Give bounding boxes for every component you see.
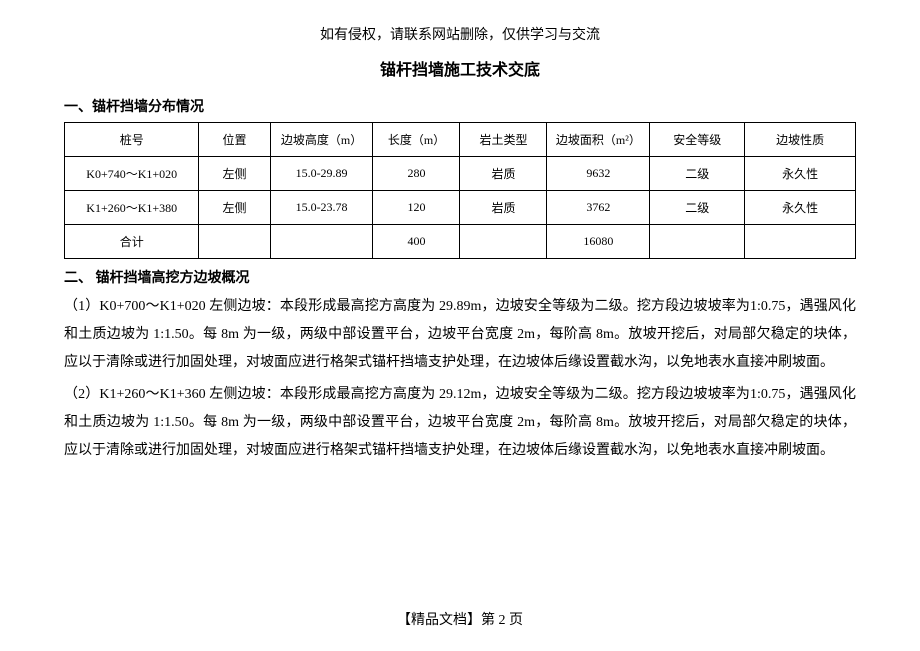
col-header: 桩号 (65, 123, 199, 157)
cell: K1+260～K1+380 (65, 191, 199, 225)
cell (199, 225, 270, 259)
col-header: 长度（m） (373, 123, 460, 157)
cell: 岩质 (460, 157, 547, 191)
cell: 永久性 (745, 157, 856, 191)
table-row: K1+260～K1+380 左侧 15.0-23.78 120 岩质 3762 … (65, 191, 856, 225)
table-row-total: 合计 400 16080 (65, 225, 856, 259)
distribution-table: 桩号 位置 边坡高度（m） 长度（m） 岩土类型 边坡面积（m²） 安全等级 边… (64, 122, 856, 259)
col-header: 位置 (199, 123, 270, 157)
col-header: 边坡高度（m） (270, 123, 373, 157)
cell (270, 225, 373, 259)
cell (460, 225, 547, 259)
col-header: 边坡性质 (745, 123, 856, 157)
cell: 15.0-29.89 (270, 157, 373, 191)
cell: 岩质 (460, 191, 547, 225)
cell: 二级 (650, 157, 745, 191)
cell: 3762 (547, 191, 650, 225)
cell: 左侧 (199, 157, 270, 191)
col-header: 边坡面积（m²） (547, 123, 650, 157)
table-row: K0+740～K1+020 左侧 15.0-29.89 280 岩质 9632 … (65, 157, 856, 191)
section2-para1: （1）K0+700～K1+020 左侧边坡：本段形成最高挖方高度为 29.89m… (64, 293, 856, 377)
cell: 120 (373, 191, 460, 225)
cell: 合计 (65, 225, 199, 259)
cell: 左侧 (199, 191, 270, 225)
section2-para2: （2）K1+260～K1+360 左侧边坡：本段形成最高挖方高度为 29.12m… (64, 381, 856, 465)
col-header: 安全等级 (650, 123, 745, 157)
header-note: 如有侵权，请联系网站删除，仅供学习与交流 (64, 24, 856, 44)
cell: 15.0-23.78 (270, 191, 373, 225)
col-header: 岩土类型 (460, 123, 547, 157)
cell: 二级 (650, 191, 745, 225)
document-title: 锚杆挡墙施工技术交底 (64, 56, 856, 80)
table-header-row: 桩号 位置 边坡高度（m） 长度（m） 岩土类型 边坡面积（m²） 安全等级 边… (65, 123, 856, 157)
cell: 280 (373, 157, 460, 191)
section1-heading: 一、锚杆挡墙分布情况 (64, 96, 856, 116)
page-footer: 【精品文档】第 2 页 (0, 609, 920, 629)
cell: 9632 (547, 157, 650, 191)
cell: 16080 (547, 225, 650, 259)
cell (745, 225, 856, 259)
cell (650, 225, 745, 259)
section2-heading: 二、 锚杆挡墙高挖方边坡概况 (64, 267, 856, 287)
cell: K0+740～K1+020 (65, 157, 199, 191)
cell: 永久性 (745, 191, 856, 225)
cell: 400 (373, 225, 460, 259)
